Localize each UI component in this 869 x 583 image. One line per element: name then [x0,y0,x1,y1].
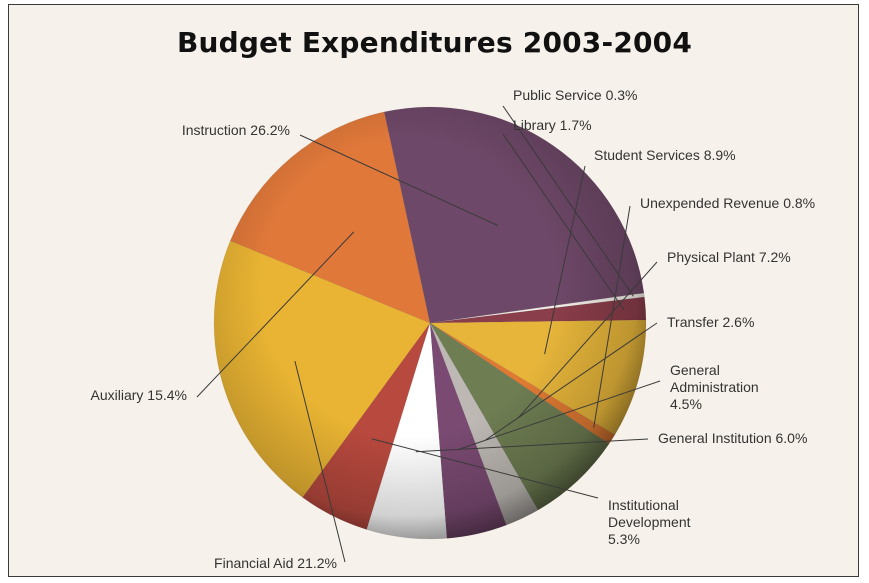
leader-line-1 [502,133,625,311]
slice-label-0: Public Service 0.3% [513,87,638,103]
leader-line-9 [294,360,346,563]
slice-label-7: General Institution 6.0% [658,430,807,446]
chart-title: Budget Expenditures 2003-2004 [176,26,693,59]
slice-label-3: Unexpended Revenue 0.8% [640,195,815,211]
pie-slice-11 [383,106,645,324]
slice-label-2: Student Services 8.9% [594,147,736,163]
slice-label-1: Library 1.7% [513,117,592,133]
leader-line-6 [458,380,661,450]
slice-label-9: Financial Aid 21.2% [214,555,337,571]
slice-label-4: Physical Plant 7.2% [667,249,791,265]
slice-label-8: Institutional Development 5.3% [608,497,691,547]
leader-line-2 [544,165,586,355]
leader-line-5 [485,322,658,441]
slice-label-10: Auxiliary 15.4% [91,387,188,403]
leader-line-3 [593,205,631,428]
leader-line-8 [371,438,599,499]
slice-label-6: General Administration 4.5% [670,362,759,412]
leader-line-0 [502,105,634,297]
leader-line-10 [196,231,355,398]
leader-line-7 [415,438,649,453]
leader-line-4 [517,261,658,419]
slice-label-5: Transfer 2.6% [667,314,754,330]
slice-label-11: Instruction 26.2% [182,122,290,138]
leader-line-11 [299,134,499,227]
